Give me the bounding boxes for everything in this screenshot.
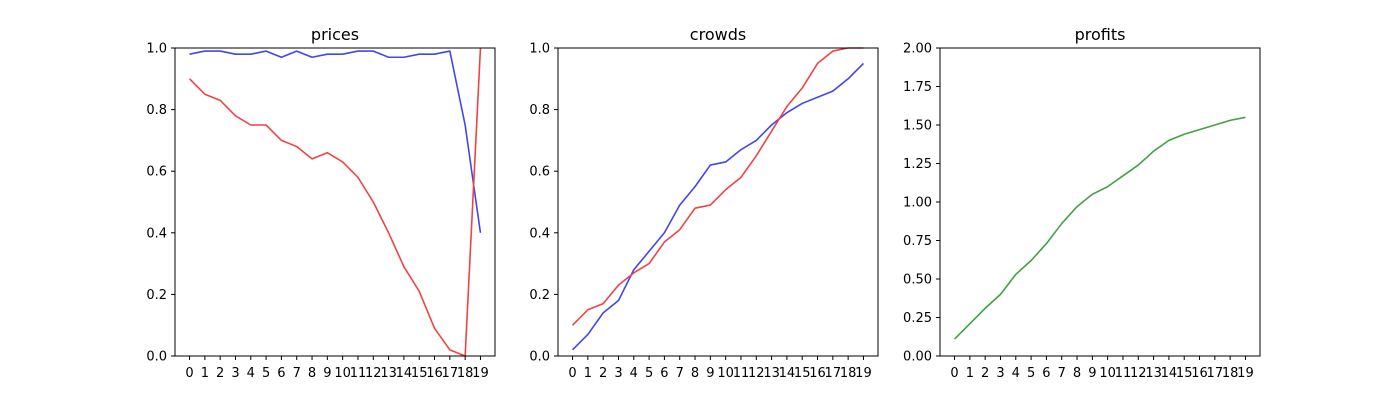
x-tick-label: 1 xyxy=(201,366,209,381)
x-tick-label: 19 xyxy=(855,366,872,381)
series-line-2 xyxy=(571,47,864,326)
x-tick-label: 3 xyxy=(614,366,622,381)
x-tick-label: 5 xyxy=(262,366,270,381)
chart-title: prices xyxy=(311,25,359,44)
x-tick-label: 10 xyxy=(717,366,734,381)
x-tick-label: 12 xyxy=(365,366,382,381)
x-tick-label: 16 xyxy=(1191,366,1208,381)
x-tick-label: 8 xyxy=(308,366,316,381)
y-tick-label: 0.4 xyxy=(146,226,167,241)
x-tick-label: 13 xyxy=(763,366,780,381)
x-tick-label: 10 xyxy=(334,366,351,381)
x-tick-label: 6 xyxy=(660,366,668,381)
y-tick-label: 1.50 xyxy=(903,119,932,134)
y-tick-label: 0.8 xyxy=(529,103,550,118)
x-tick-label: 6 xyxy=(1042,366,1050,381)
x-tick-label: 1 xyxy=(584,366,592,381)
x-tick-label: 14 xyxy=(779,366,796,381)
y-tick-label: 0.25 xyxy=(903,311,932,326)
x-tick-label: 16 xyxy=(809,366,826,381)
y-tick-label: 1.0 xyxy=(146,42,167,57)
chart-crowds: 0 1 2 3 4 5 6 7 8 9 101112131415161718190.00.20.40… xyxy=(529,25,879,381)
chart-prices: 0 1 2 3 4 5 6 7 8 9 101112131415161718190.00.20.40… xyxy=(146,25,496,381)
x-tick-label: 12 xyxy=(1130,366,1147,381)
y-tick-label: 0.0 xyxy=(529,350,550,365)
y-tick-label: 0.50 xyxy=(903,273,932,288)
x-tick-label: 9 xyxy=(323,366,331,381)
x-tick-label: 0 xyxy=(568,366,576,381)
x-tick-label: 17 xyxy=(442,366,459,381)
x-tick-label: 9 xyxy=(706,366,714,381)
x-tick-label: 2 xyxy=(216,366,224,381)
x-tick-label: 13 xyxy=(380,366,397,381)
x-tick-label: 8 xyxy=(1073,366,1081,381)
x-tick-label: 7 xyxy=(676,366,684,381)
y-tick-label: 1.00 xyxy=(903,196,932,211)
chart-profits: 0 1 2 3 4 5 6 7 8 9 101112131415161718190.000.250.… xyxy=(903,25,1261,381)
x-tick-label: 4 xyxy=(1012,366,1020,381)
y-tick-label: 0.4 xyxy=(529,226,550,241)
x-tick-label: 7 xyxy=(293,366,301,381)
x-tick-label: 3 xyxy=(231,366,239,381)
y-tick-label: 0.00 xyxy=(903,350,932,365)
x-tick-label: 17 xyxy=(825,366,842,381)
y-tick-label: 0.2 xyxy=(146,288,167,303)
axes-frame xyxy=(557,47,879,357)
x-tick-label: 1 xyxy=(966,366,974,381)
x-tick-label: 19 xyxy=(472,366,489,381)
x-tick-label: 11 xyxy=(1115,366,1132,381)
y-tick-label: 2.00 xyxy=(903,42,932,57)
series-line-2 xyxy=(188,47,482,357)
y-tick-label: 0.0 xyxy=(146,350,167,365)
chart-title: profits xyxy=(1075,25,1126,44)
x-tick-label: 11 xyxy=(350,366,367,381)
x-tick-label: 7 xyxy=(1058,366,1066,381)
x-tick-label: 5 xyxy=(645,366,653,381)
axes-frame xyxy=(939,47,1261,357)
y-tick-label: 0.6 xyxy=(529,165,550,180)
chart-title: crowds xyxy=(690,25,746,44)
x-tick-label: 14 xyxy=(1161,366,1178,381)
x-tick-label: 16 xyxy=(426,366,443,381)
x-tick-label: 5 xyxy=(1027,366,1035,381)
x-tick-label: 0 xyxy=(185,366,193,381)
axes-frame xyxy=(174,47,496,357)
x-tick-label: 17 xyxy=(1207,366,1224,381)
x-tick-label: 15 xyxy=(411,366,428,381)
y-tick-label: 0.8 xyxy=(146,103,167,118)
x-tick-label: 15 xyxy=(794,366,811,381)
x-tick-label: 11 xyxy=(733,366,750,381)
x-tick-label: 18 xyxy=(840,366,857,381)
x-tick-label: 18 xyxy=(457,366,474,381)
y-tick-label: 0.6 xyxy=(146,165,167,180)
x-tick-label: 2 xyxy=(981,366,989,381)
y-tick-label: 0.2 xyxy=(529,288,550,303)
x-tick-label: 14 xyxy=(396,366,413,381)
series-line-1 xyxy=(571,62,865,351)
y-tick-label: 1.75 xyxy=(903,80,932,95)
x-tick-label: 8 xyxy=(691,366,699,381)
y-tick-label: 0.75 xyxy=(903,234,932,249)
x-tick-label: 10 xyxy=(1099,366,1116,381)
x-tick-label: 9 xyxy=(1088,366,1096,381)
x-tick-label: 13 xyxy=(1145,366,1162,381)
x-tick-label: 6 xyxy=(277,366,285,381)
x-tick-label: 19 xyxy=(1237,366,1254,381)
x-tick-label: 12 xyxy=(748,366,765,381)
x-tick-label: 4 xyxy=(247,366,255,381)
x-tick-label: 2 xyxy=(599,366,607,381)
x-tick-label: 15 xyxy=(1176,366,1193,381)
x-tick-label: 18 xyxy=(1222,366,1239,381)
y-tick-label: 1.0 xyxy=(529,42,550,57)
y-tick-label: 1.25 xyxy=(903,157,932,172)
x-tick-label: 0 xyxy=(950,366,958,381)
series-line-1 xyxy=(953,116,1246,340)
x-tick-label: 4 xyxy=(630,366,638,381)
series-line-1 xyxy=(189,50,482,233)
x-tick-label: 3 xyxy=(996,366,1004,381)
